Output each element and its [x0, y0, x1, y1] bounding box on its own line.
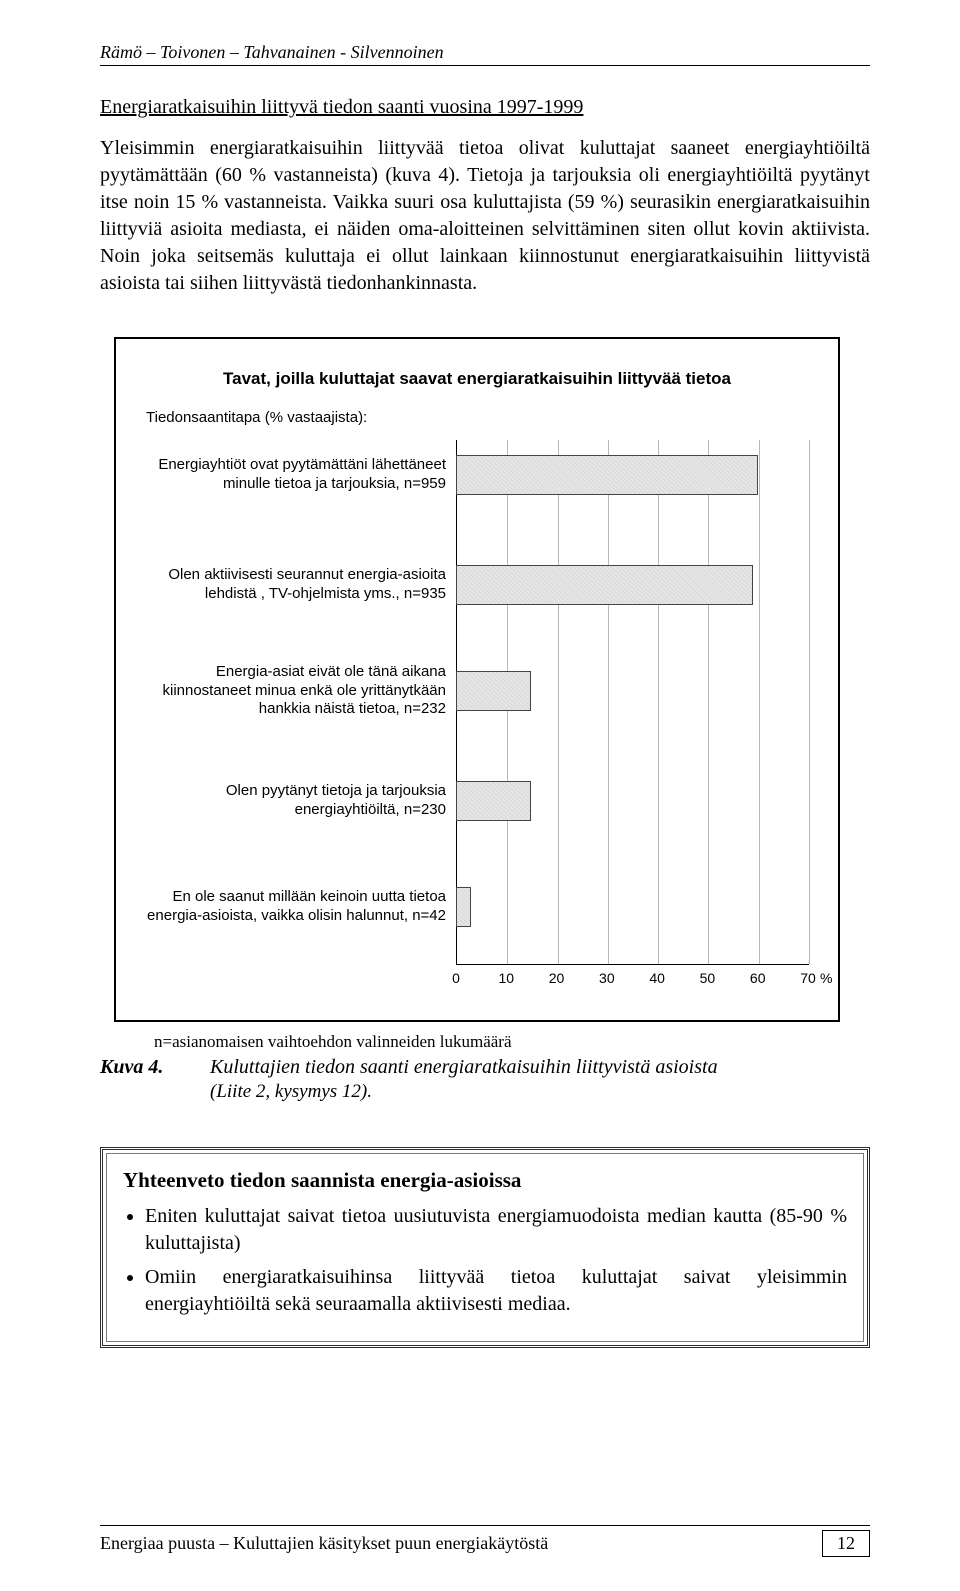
chart-x-tick: 70: [800, 970, 816, 986]
chart-title: Tavat, joilla kuluttajat saavat energiar…: [136, 369, 818, 389]
chart-gridline: [608, 440, 609, 964]
chart-x-tick: 50: [700, 970, 716, 986]
summary-list: Eniten kuluttajat saivat tietoa uusiutuv…: [123, 1203, 847, 1317]
chart-x-tick: 60: [750, 970, 766, 986]
figure-label: Kuva 4.: [100, 1056, 210, 1079]
chart-bar: [456, 781, 531, 821]
chart-gridline: [708, 440, 709, 964]
summary-bullet: Eniten kuluttajat saivat tietoa uusiutuv…: [145, 1203, 847, 1256]
body-paragraph: Yleisimmin energiaratkaisuihin liittyvää…: [100, 135, 870, 297]
chart-bar: [456, 671, 531, 711]
chart-gridline: [809, 440, 810, 964]
header-rule: [100, 65, 870, 66]
chart-category-label: Energiayhtiöt ovat pyytämättäni lähettän…: [136, 440, 456, 510]
chart-category-label: Olen pyytänyt tietoja ja tarjouksia ener…: [136, 766, 456, 836]
chart-category-label: Energia-asiat eivät ole tänä aikana kiin…: [136, 656, 456, 726]
chart-x-tick: 30: [599, 970, 615, 986]
header-authors: Rämö – Toivonen – Tahvanainen - Silvenno…: [100, 42, 870, 65]
section-title: Energiaratkaisuihin liittyvä tiedon saan…: [100, 96, 870, 119]
chart-gridline: [658, 440, 659, 964]
chart-x-tick: 20: [549, 970, 565, 986]
chart-bar: [456, 887, 471, 927]
chart-subtitle: Tiedonsaantitapa (% vastaajista):: [146, 409, 818, 426]
figure-caption-text: Kuluttajien tiedon saanti energiaratkais…: [210, 1056, 718, 1079]
chart-x-tick: 0: [452, 970, 460, 986]
footer-rule: [100, 1525, 870, 1526]
page-number: 12: [822, 1530, 870, 1557]
figure-caption-sub: (Liite 2, kysymys 12).: [210, 1081, 870, 1103]
footer-text: Energiaa puusta – Kuluttajien käsitykset…: [100, 1533, 548, 1554]
chart-frame: Tavat, joilla kuluttajat saavat energiar…: [114, 337, 840, 1022]
chart-category-label: En ole saanut millään keinoin uutta tiet…: [136, 872, 456, 942]
chart-category-label: Olen aktiivisesti seurannut energia-asio…: [136, 550, 456, 620]
chart-x-unit: %: [820, 970, 832, 986]
chart-body: 010203040506070%Energiayhtiöt ovat pyytä…: [136, 440, 818, 1000]
summary-bullet: Omiin energiaratkaisuihinsa liittyvää ti…: [145, 1264, 847, 1317]
chart-footnote: n=asianomaisen vaihtoehdon valinneiden l…: [154, 1032, 870, 1052]
summary-box: Yhteenveto tiedon saannista energia-asio…: [100, 1147, 870, 1348]
summary-title: Yhteenveto tiedon saannista energia-asio…: [123, 1168, 847, 1193]
page-footer: Energiaa puusta – Kuluttajien käsitykset…: [100, 1525, 870, 1557]
chart-gridline: [558, 440, 559, 964]
figure-caption: Kuva 4. Kuluttajien tiedon saanti energi…: [100, 1056, 870, 1079]
chart-x-tick: 10: [498, 970, 514, 986]
chart-gridline: [759, 440, 760, 964]
chart-bar: [456, 455, 758, 495]
chart-x-tick: 40: [649, 970, 665, 986]
chart-bar: [456, 565, 753, 605]
